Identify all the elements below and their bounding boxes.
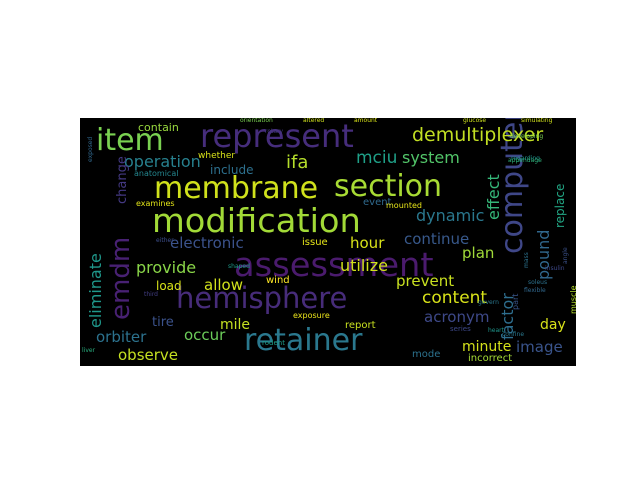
word: orbiter — [96, 328, 147, 346]
word: anatomical — [134, 169, 179, 178]
word: soleus — [528, 279, 548, 286]
word: operation — [124, 152, 201, 171]
word: appendage — [508, 157, 542, 164]
word: confine — [502, 331, 525, 338]
word: regarding — [511, 155, 540, 162]
word: continue — [404, 230, 470, 248]
word: mounted — [386, 201, 422, 210]
word: day — [540, 317, 566, 333]
word: mass — [523, 252, 530, 268]
word: image — [516, 338, 563, 356]
word: load — [156, 279, 182, 293]
word: modification — [151, 201, 361, 240]
word: amount — [354, 118, 378, 124]
word: replace — [553, 183, 567, 228]
word: emdm — [106, 236, 136, 320]
word: examines — [136, 199, 175, 208]
word: prevent — [396, 272, 455, 290]
word: mode — [412, 349, 441, 360]
word: exposed — [87, 136, 94, 162]
word: allow — [204, 276, 243, 294]
word: hour — [350, 234, 385, 252]
word: membrane — [154, 171, 319, 206]
word: part — [511, 293, 520, 310]
word: angle — [562, 247, 569, 264]
word: electronic — [170, 234, 244, 252]
word: third — [144, 291, 158, 298]
word: eliminate — [86, 253, 105, 328]
word: developing — [510, 133, 544, 140]
word: provide — [136, 258, 197, 277]
word: report — [345, 320, 376, 331]
word: minute — [462, 339, 512, 355]
word: contain — [138, 121, 179, 134]
word: dynamic — [416, 206, 485, 225]
word: ifa — [286, 152, 309, 173]
word: event — [363, 197, 392, 208]
word: orientation — [240, 118, 273, 124]
word: represent — [200, 118, 354, 155]
word: include — [210, 163, 254, 177]
word: assessment — [234, 245, 434, 284]
word: tire — [152, 315, 174, 330]
word: rodent — [262, 339, 285, 347]
word: muscle — [569, 285, 576, 314]
word: altered — [303, 118, 325, 124]
word: incorrect — [468, 353, 513, 364]
word: rotary — [265, 128, 284, 135]
word: govern — [478, 299, 499, 306]
word: pound — [534, 229, 553, 280]
word: wind — [266, 275, 290, 286]
word: utilize — [340, 256, 388, 275]
word: liver — [82, 347, 96, 354]
word: plan — [462, 244, 495, 262]
word: series — [450, 325, 471, 333]
word: simulating — [521, 118, 553, 124]
word: system — [402, 148, 460, 167]
word: change — [115, 156, 130, 204]
word: glucose — [463, 118, 487, 124]
word: mciu — [356, 148, 398, 168]
word: exposure — [293, 311, 330, 320]
word: issue — [302, 237, 328, 248]
word: hemisphere — [176, 281, 348, 315]
word-cloud: assessment modification represent membra… — [80, 118, 576, 366]
word: observe — [118, 346, 179, 364]
word: item — [96, 123, 164, 158]
word: shaped — [228, 263, 250, 270]
word: flexible — [524, 287, 546, 294]
word: mile — [220, 317, 251, 333]
word: acronym — [424, 308, 490, 326]
word: insulin — [545, 265, 565, 272]
word: retainer — [244, 323, 363, 358]
word: occur — [184, 326, 226, 344]
word: whether — [198, 151, 236, 161]
word: section — [334, 169, 443, 204]
word: either — [156, 237, 174, 244]
word: demultiplexer — [412, 124, 544, 146]
word: heart — [488, 327, 504, 334]
word: content — [422, 288, 488, 308]
word: effect — [484, 174, 503, 220]
